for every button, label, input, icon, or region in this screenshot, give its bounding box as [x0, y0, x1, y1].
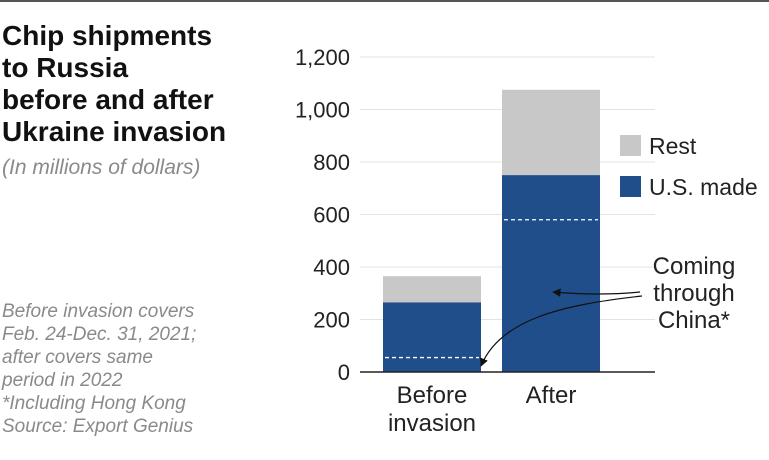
bar-us-made-1: [502, 175, 600, 372]
annotation-arrow-before: [480, 295, 643, 367]
category-label-0: invasion: [388, 410, 476, 437]
annotation-line-1: through: [653, 280, 734, 307]
annotation-line-2: China*: [658, 307, 730, 334]
source-notes: Before invasion covers Feb. 24-Dec. 31, …: [2, 300, 196, 438]
legend-label-us-made: U.S. made: [649, 174, 758, 200]
y-tick-label: 800: [313, 150, 350, 175]
chart-subtitle: (In millions of dollars): [2, 156, 201, 179]
annotation-arrow-after: [552, 288, 641, 297]
title-line-4: Ukraine invasion: [2, 116, 227, 147]
title-line-2: to Russia: [2, 52, 129, 83]
note-line-5: *Including Hong Kong: [2, 393, 186, 414]
legend-swatch-us-made: [620, 176, 641, 197]
y-tick-label: 1,000: [295, 98, 350, 123]
category-label-0: Before: [397, 382, 468, 409]
annotation-line-0: Coming: [653, 253, 736, 280]
legend-swatch-rest: [620, 135, 641, 156]
legend-label-rest: Rest: [649, 133, 697, 159]
note-line-4: period in 2022: [2, 370, 123, 391]
y-tick-label: 200: [313, 308, 350, 333]
title-line-1: Chip shipments: [2, 20, 213, 51]
category-label-1: After: [526, 382, 577, 409]
top-rule: [0, 0, 769, 2]
note-line-3: after covers same: [2, 347, 153, 368]
bar-rest-1: [502, 89, 600, 176]
chart-title: Chip shipments to Russia before and afte…: [2, 20, 272, 148]
y-tick-label: 600: [313, 203, 350, 228]
y-tick-label: 400: [313, 255, 350, 280]
y-tick-label: 1,200: [295, 45, 350, 70]
bar-us-made-0: [383, 302, 481, 372]
bar-rest-0: [383, 276, 481, 303]
note-line-2: Feb. 24-Dec. 31, 2021;: [2, 324, 197, 345]
y-tick-label: 0: [338, 360, 350, 385]
note-line-1: Before invasion covers: [2, 301, 195, 322]
note-line-6: Source: Export Genius: [2, 416, 194, 437]
title-line-3: before and after: [2, 84, 214, 115]
